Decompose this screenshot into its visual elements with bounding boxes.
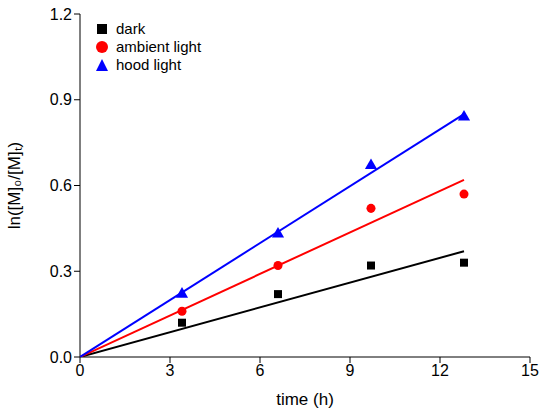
html-text:hood light: hood light	[116, 56, 182, 73]
svg-text:0.6: 0.6	[50, 177, 72, 194]
svg-text:0.9: 0.9	[50, 91, 72, 108]
svg-text:0.0: 0.0	[50, 349, 72, 366]
svg-text:0: 0	[76, 362, 85, 379]
svg-text:1.2: 1.2	[50, 6, 72, 23]
svg-text:time (h): time (h)	[276, 390, 334, 409]
svg-text:ln([M]₀/[M]ₜ): ln([M]₀/[M]ₜ)	[5, 142, 24, 230]
svg-text:3: 3	[166, 362, 175, 379]
svg-text:9: 9	[346, 362, 355, 379]
svg-text:15: 15	[521, 362, 539, 379]
svg-text:12: 12	[431, 362, 449, 379]
html-text:ambient light: ambient light	[116, 38, 202, 55]
html-text:dark: dark	[116, 20, 146, 37]
svg-text:0.3: 0.3	[50, 263, 72, 280]
svg-text:6: 6	[256, 362, 265, 379]
